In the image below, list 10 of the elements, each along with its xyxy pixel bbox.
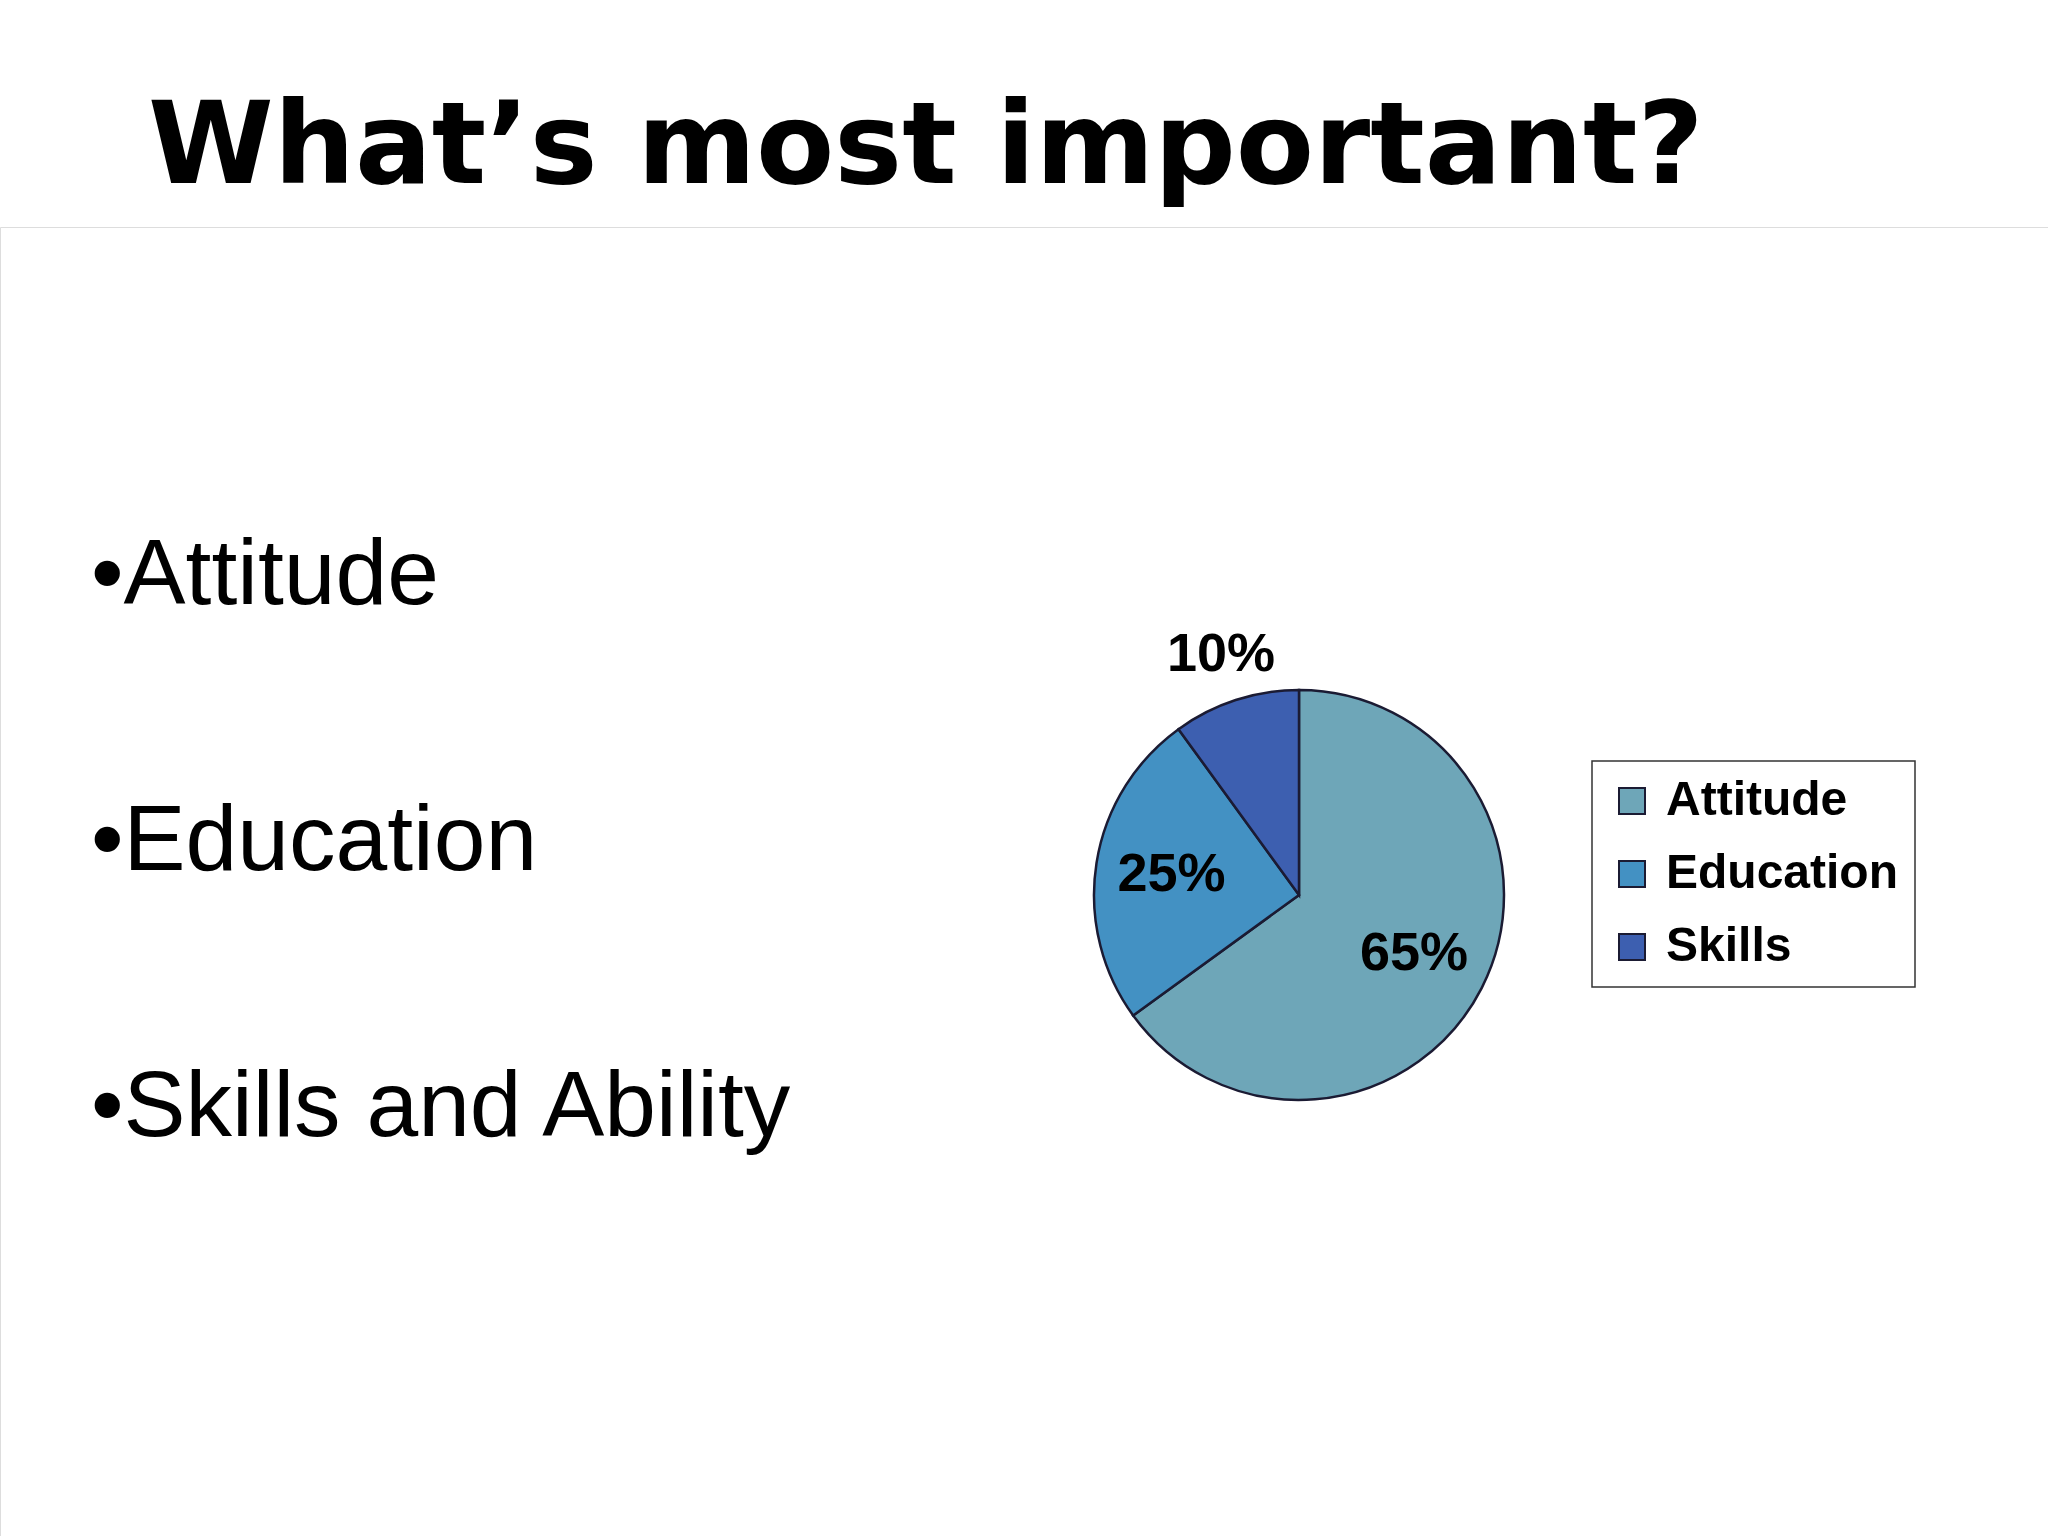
legend-label: Education xyxy=(1666,845,1899,898)
data-label: 25% xyxy=(1117,841,1226,902)
text: •Education xyxy=(91,786,538,890)
legend-label: Attitude xyxy=(1666,772,1848,825)
data-label: 65% xyxy=(1360,920,1469,981)
chart-title: What’s most important? xyxy=(148,77,1704,210)
text: •Skills and Ability xyxy=(91,1052,791,1156)
data-label: 10% xyxy=(1167,622,1276,683)
legend-label: Skills xyxy=(1666,918,1792,971)
text: •Attitude xyxy=(91,520,439,624)
